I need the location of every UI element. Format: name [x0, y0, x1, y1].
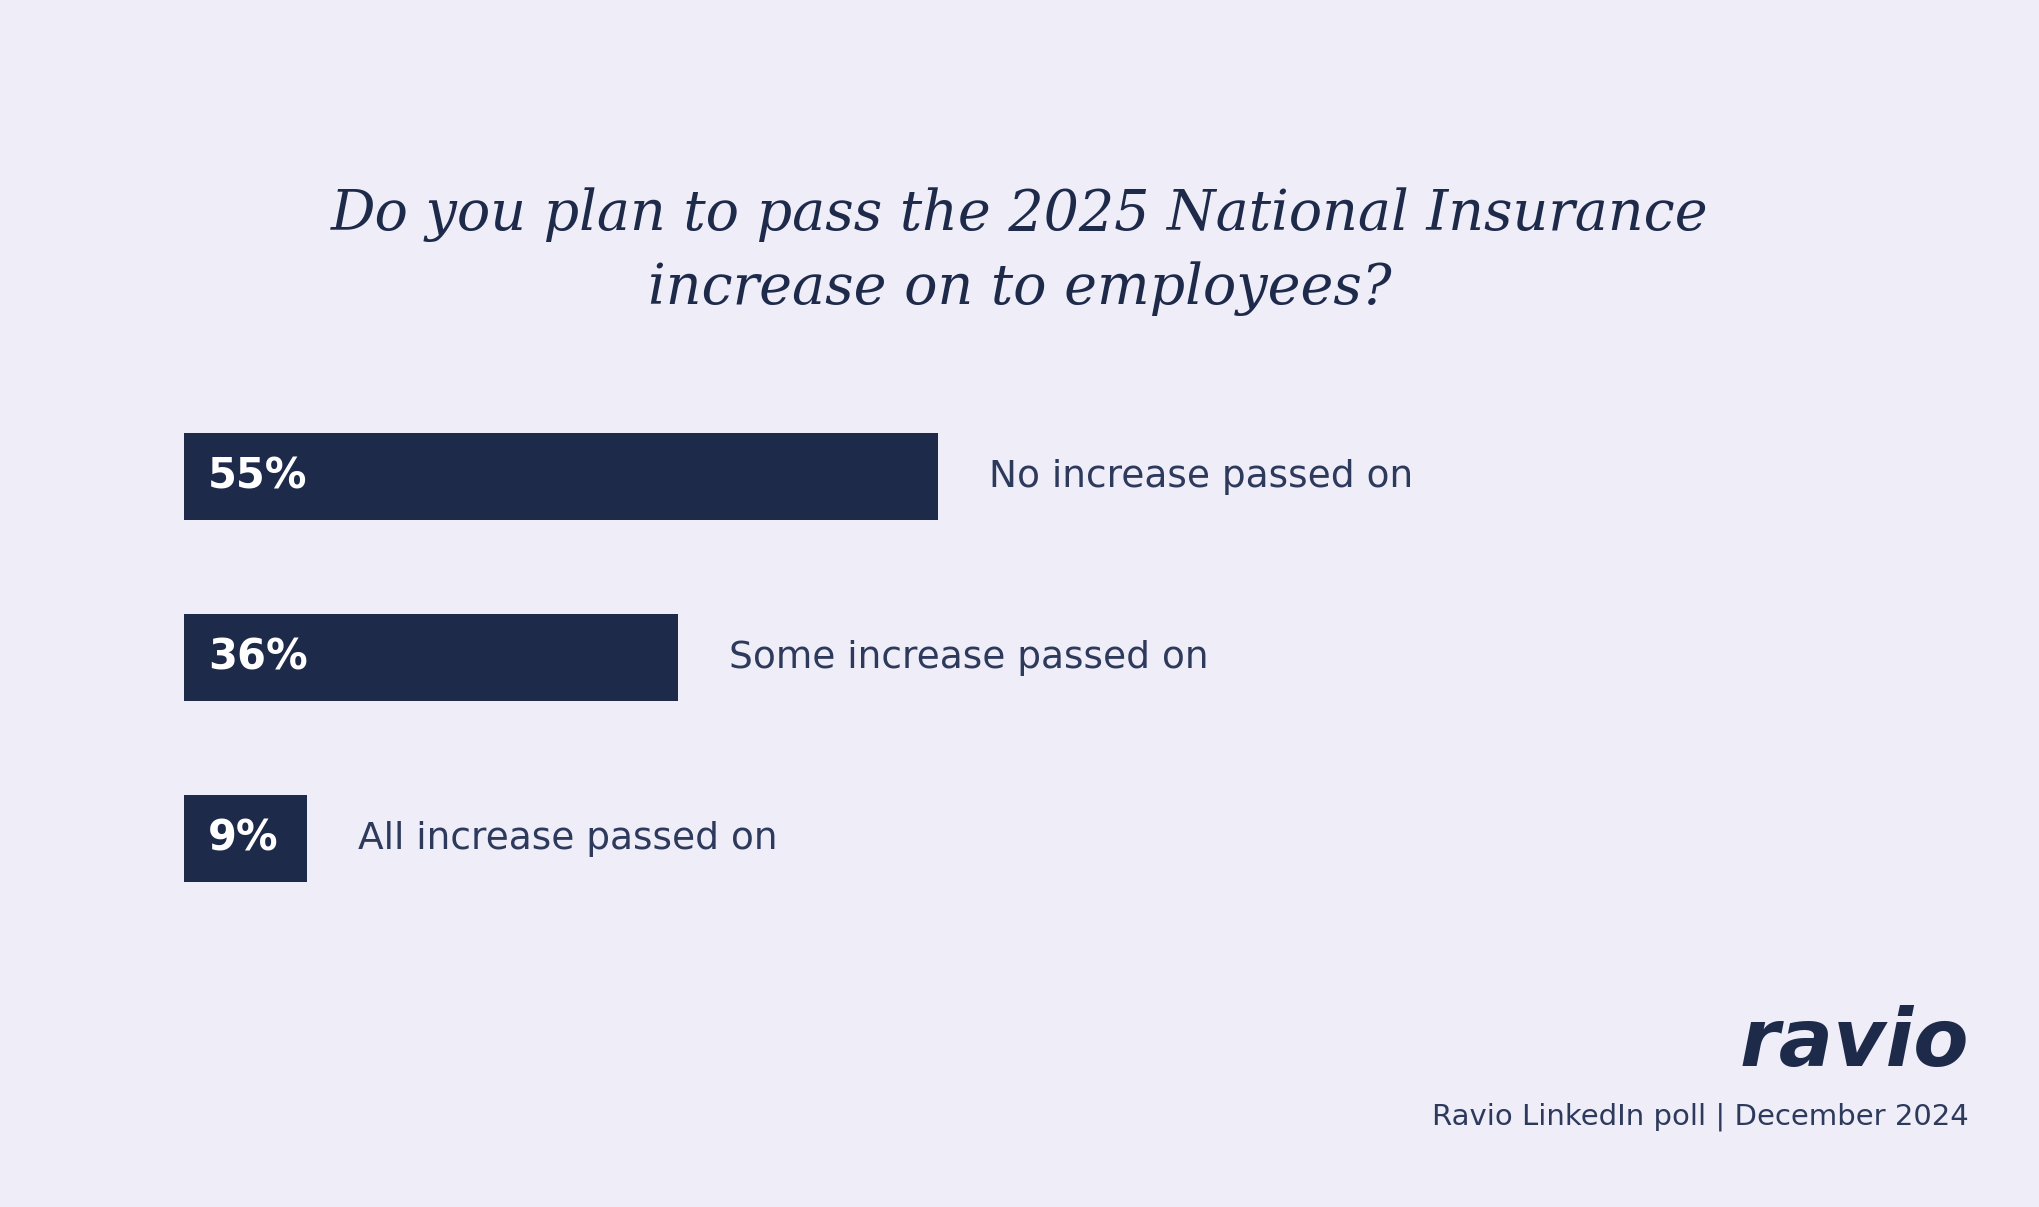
Text: 55%: 55%	[208, 456, 308, 497]
Text: Some increase passed on: Some increase passed on	[728, 640, 1207, 676]
Text: ravio: ravio	[1737, 1005, 1968, 1083]
Text: 36%: 36%	[208, 637, 308, 678]
Text: Do you plan to pass the 2025 National Insurance
increase on to employees?: Do you plan to pass the 2025 National In…	[330, 187, 1709, 316]
Text: 9%: 9%	[208, 818, 279, 859]
Text: Ravio LinkedIn poll | December 2024: Ravio LinkedIn poll | December 2024	[1431, 1102, 1968, 1131]
Text: No increase passed on: No increase passed on	[989, 459, 1413, 495]
Text: All increase passed on: All increase passed on	[359, 821, 777, 857]
